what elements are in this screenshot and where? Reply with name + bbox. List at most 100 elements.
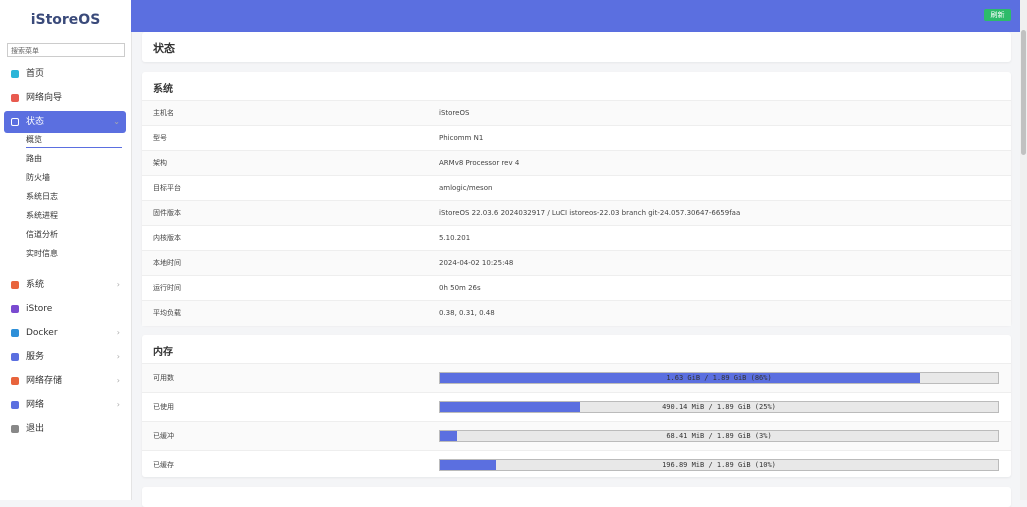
menu-item[interactable]: iStore bbox=[4, 298, 126, 320]
menu-icon bbox=[11, 377, 19, 385]
submenu-item[interactable]: 系统进程 bbox=[26, 211, 58, 220]
submenu-item[interactable]: 防火墙 bbox=[26, 173, 50, 182]
menu-label: 网络向导 bbox=[26, 93, 63, 103]
progress-text: 68.41 MiB / 1.89 GiB (3%) bbox=[666, 432, 772, 440]
card-title: 系统 bbox=[153, 84, 173, 95]
menu-icon bbox=[11, 118, 19, 126]
info-row: 型号 Phicomm N1 bbox=[142, 125, 1011, 151]
logo: iStoreOS bbox=[30, 12, 101, 28]
menu-icon bbox=[11, 329, 19, 337]
row-value: 0.38, 0.31, 0.48 bbox=[439, 309, 495, 317]
menu-arrow: › bbox=[116, 376, 120, 385]
card-title: 内存 bbox=[153, 347, 173, 358]
menu-label: 状态 bbox=[26, 117, 45, 127]
row-key: 运行时间 bbox=[153, 284, 181, 292]
progress-bar: 490.14 MiB / 1.89 GiB (25%) bbox=[439, 401, 999, 413]
menu-label: 网络存储 bbox=[26, 376, 63, 386]
info-row: 固件版本 iStoreOS 22.03.6 2024032917 / LuCI i… bbox=[142, 200, 1011, 226]
info-row: 内核版本 5.10.201 bbox=[142, 225, 1011, 251]
menu-label: 系统 bbox=[26, 280, 45, 290]
menu-icon bbox=[11, 94, 19, 102]
title-card: 状态 bbox=[142, 32, 1011, 62]
info-row: 平均负载 0.38, 0.31, 0.48 bbox=[142, 300, 1011, 326]
row-key: 可用数 bbox=[153, 374, 174, 382]
system-card: 系统 主机名 iStoreOS 型号 Phicomm N1 架构 ARMv8 Proces… bbox=[142, 72, 1011, 326]
search-menu[interactable]: 搜索菜单 bbox=[7, 43, 125, 57]
info-row: 本地时间 2024-04-02 10:25:48 bbox=[142, 250, 1011, 276]
menu-label: 服务 bbox=[26, 352, 45, 362]
row-key: 型号 bbox=[153, 134, 167, 142]
progress-bar: 1.63 GiB / 1.89 GiB (86%) bbox=[439, 372, 999, 384]
submenu-item[interactable]: 信道分析 bbox=[26, 230, 58, 239]
refresh-button[interactable]: 刷新 bbox=[984, 9, 1011, 21]
menu-icon bbox=[11, 401, 19, 409]
menu-item[interactable]: 退出 bbox=[4, 418, 126, 440]
row-key: 架构 bbox=[153, 159, 167, 167]
progress-fill bbox=[440, 460, 496, 470]
menu-item[interactable]: 服务 › bbox=[4, 346, 126, 368]
row-key: 已使用 bbox=[153, 403, 174, 411]
progress-fill bbox=[440, 431, 457, 441]
menu-arrow: › bbox=[116, 400, 120, 409]
menu-arrow: ⌄ bbox=[113, 117, 120, 126]
sidebar: iStoreOS 搜索菜单 首页网络向导状态 ⌄ 概览路由防火墙系统日志系统进程信道… bbox=[0, 0, 132, 500]
info-row: 目标平台 amlogic/meson bbox=[142, 175, 1011, 201]
top-bar bbox=[131, 0, 1020, 32]
menu-item[interactable]: 网络 › bbox=[4, 394, 126, 416]
row-key: 目标平台 bbox=[153, 184, 181, 192]
menu-item[interactable]: 网络存储 › bbox=[4, 370, 126, 392]
info-row: 主机名 iStoreOS bbox=[142, 100, 1011, 126]
menu-icon bbox=[11, 305, 19, 313]
row-key: 已缓冲 bbox=[153, 432, 174, 440]
row-key: 已缓存 bbox=[153, 461, 174, 469]
memory-row: 已缓冲 68.41 MiB / 1.89 GiB (3%) bbox=[142, 421, 1011, 451]
row-key: 本地时间 bbox=[153, 259, 181, 267]
row-key: 内核版本 bbox=[153, 234, 181, 242]
progress-text: 1.63 GiB / 1.89 GiB (86%) bbox=[666, 374, 772, 382]
menu-arrow: › bbox=[116, 280, 120, 289]
info-row: 运行时间 0h 50m 26s bbox=[142, 275, 1011, 301]
row-value: 5.10.201 bbox=[439, 234, 471, 242]
progress-bar: 196.89 MiB / 1.89 GiB (10%) bbox=[439, 459, 999, 471]
submenu-item[interactable]: 系统日志 bbox=[26, 192, 58, 201]
memory-card: 内存 可用数 1.63 GiB / 1.89 GiB (86%) 已使用 490.14… bbox=[142, 335, 1011, 477]
menu-item[interactable]: Docker › bbox=[4, 322, 126, 344]
menu-icon bbox=[11, 70, 19, 78]
menu-label: Docker bbox=[26, 328, 58, 338]
progress-text: 490.14 MiB / 1.89 GiB (25%) bbox=[662, 403, 776, 411]
row-value: amlogic/meson bbox=[439, 184, 493, 192]
menu-item[interactable]: 状态 ⌄ bbox=[4, 111, 126, 133]
submenu-item[interactable]: 路由 bbox=[26, 154, 42, 163]
menu-label: iStore bbox=[26, 304, 53, 314]
info-row: 架构 ARMv8 Processor rev 4 bbox=[142, 150, 1011, 176]
submenu-item[interactable]: 实时信息 bbox=[26, 249, 58, 258]
menu-label: 网络 bbox=[26, 400, 45, 410]
row-key: 主机名 bbox=[153, 109, 174, 117]
row-key: 平均负载 bbox=[153, 309, 181, 317]
menu-item[interactable]: 系统 › bbox=[4, 274, 126, 296]
row-key: 固件版本 bbox=[153, 209, 181, 217]
menu-icon bbox=[11, 425, 19, 433]
memory-row: 可用数 1.63 GiB / 1.89 GiB (86%) bbox=[142, 363, 1011, 393]
next-card bbox=[142, 487, 1011, 507]
progress-fill bbox=[440, 402, 580, 412]
scrollbar-thumb[interactable] bbox=[1021, 30, 1026, 155]
menu-arrow: › bbox=[116, 328, 120, 337]
menu-label: 首页 bbox=[26, 69, 45, 79]
memory-row: 已缓存 196.89 MiB / 1.89 GiB (10%) bbox=[142, 450, 1011, 480]
progress-fill bbox=[440, 373, 920, 383]
row-value: 2024-04-02 10:25:48 bbox=[439, 259, 514, 267]
menu-item[interactable]: 首页 bbox=[4, 63, 126, 85]
row-value: iStoreOS 22.03.6 2024032917 / LuCI istor… bbox=[439, 209, 741, 217]
page-title: 状态 bbox=[153, 42, 175, 55]
row-value: Phicomm N1 bbox=[439, 134, 484, 142]
progress-text: 196.89 MiB / 1.89 GiB (10%) bbox=[662, 461, 776, 469]
menu-item[interactable]: 网络向导 bbox=[4, 87, 126, 109]
row-value: 0h 50m 26s bbox=[439, 284, 481, 292]
row-value: iStoreOS bbox=[439, 109, 470, 117]
menu-icon bbox=[11, 353, 19, 361]
submenu-item[interactable]: 概览 bbox=[26, 134, 122, 148]
memory-row: 已使用 490.14 MiB / 1.89 GiB (25%) bbox=[142, 392, 1011, 422]
row-value: ARMv8 Processor rev 4 bbox=[439, 159, 520, 167]
